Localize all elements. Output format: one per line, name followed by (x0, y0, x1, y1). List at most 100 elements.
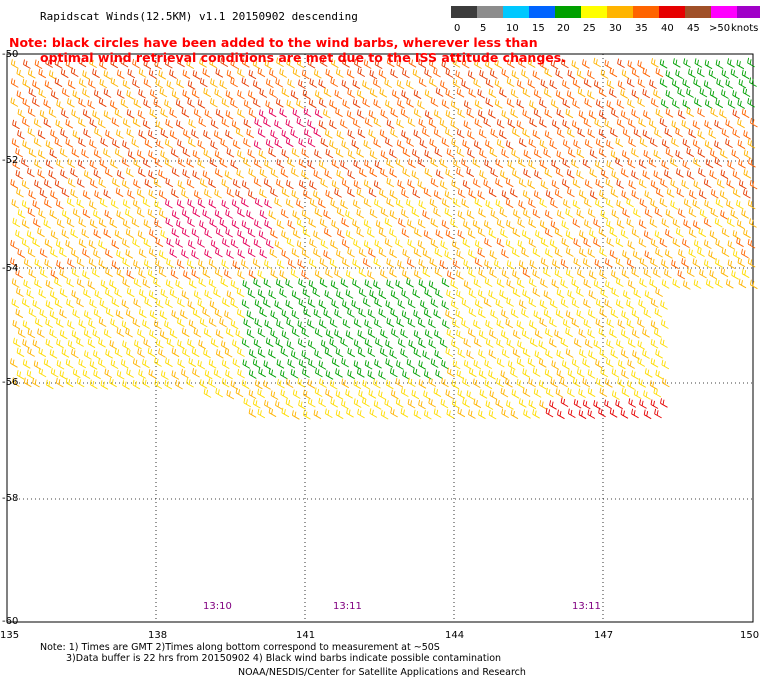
wind-barb (87, 280, 96, 290)
wind-barb (27, 247, 36, 258)
wind-barb (182, 347, 190, 358)
wind-barb (182, 89, 191, 100)
wind-barb (631, 329, 640, 339)
legend-label: 25 (583, 23, 596, 34)
wind-barb (314, 108, 323, 119)
wind-barb (169, 108, 178, 118)
wind-barb (351, 299, 360, 310)
wind-barb (367, 347, 376, 357)
wind-barb (203, 388, 212, 398)
wind-barb (593, 57, 602, 68)
wind-barb (428, 118, 437, 129)
wind-barb (89, 139, 97, 149)
wind-barb (374, 160, 383, 170)
wind-barb (166, 237, 175, 248)
wind-barb (616, 179, 625, 189)
wind-barb (296, 117, 305, 127)
wind-barb (386, 197, 394, 208)
wind-barb (417, 240, 426, 250)
wind-barb (181, 227, 190, 238)
wind-barb (329, 380, 338, 390)
wind-barb (534, 170, 542, 180)
wind-barb (494, 59, 503, 69)
wind-barb (92, 329, 101, 339)
wind-barb (407, 239, 416, 249)
wind-barb (567, 387, 575, 398)
wind-barb (335, 390, 344, 400)
wind-barb (456, 249, 464, 260)
wind-barb (133, 98, 142, 109)
wind-barb (307, 298, 316, 308)
wind-barb (598, 87, 607, 98)
wind-barb (154, 218, 162, 229)
wind-barb (721, 89, 729, 99)
wind-barb (373, 400, 382, 410)
wind-barb (576, 169, 584, 180)
wind-barb (474, 59, 482, 69)
wind-barb (484, 237, 492, 248)
wind-barb (642, 129, 651, 140)
wind-barb (664, 268, 672, 279)
wind-barb (466, 209, 475, 220)
wind-barb (237, 150, 245, 160)
wind-barb (528, 399, 537, 410)
wind-barb (258, 230, 267, 240)
wind-barb (579, 348, 587, 359)
wind-barb (528, 238, 537, 248)
wind-barb (331, 357, 340, 368)
wind-barb (203, 130, 211, 140)
wind-barb (554, 189, 563, 199)
wind-barb (628, 137, 636, 147)
wind-barb (319, 257, 328, 268)
wind-barb (67, 340, 76, 350)
wind-barb (489, 147, 498, 158)
wind-barb (126, 167, 134, 178)
wind-barb (617, 319, 626, 329)
wind-barb (633, 128, 642, 138)
wind-barb (527, 179, 536, 190)
wind-barb (540, 79, 549, 89)
wind-barb (583, 117, 592, 128)
wind-barb (556, 369, 565, 379)
wind-barb (138, 68, 147, 78)
wind-barb (518, 137, 527, 148)
wind-barb (241, 379, 250, 390)
wind-barb (259, 249, 268, 259)
wind-barb (214, 189, 222, 199)
wind-barb (142, 197, 151, 208)
wind-barb (631, 190, 640, 200)
wind-barb (633, 389, 642, 399)
wind-barb (704, 59, 713, 70)
wind-barb (422, 210, 430, 220)
wind-barb (54, 77, 63, 88)
wind-barb (160, 108, 169, 118)
wind-barb (556, 128, 565, 138)
wind-barb (705, 279, 714, 289)
wind-barb (110, 159, 118, 169)
wind-barb (693, 180, 702, 190)
wind-barb (671, 137, 679, 147)
wind-barb (89, 118, 98, 128)
wind-barb (307, 379, 316, 389)
wind-barb (314, 387, 323, 397)
wind-barb (587, 208, 596, 218)
wind-barb (32, 377, 40, 388)
wind-barb (158, 190, 167, 200)
wind-barb (452, 78, 461, 89)
wind-barb (363, 179, 372, 189)
wind-barb (638, 299, 646, 309)
wind-barb (523, 168, 531, 178)
wind-barb (638, 159, 647, 169)
wind-barb (313, 190, 321, 200)
wind-barb (215, 108, 224, 119)
wind-barb (175, 238, 184, 248)
wind-barb (638, 178, 647, 189)
wind-barb (82, 248, 90, 258)
wind-barb (567, 369, 576, 379)
wind-barb (490, 128, 499, 138)
wind-barb (639, 198, 648, 208)
wind-barb (473, 319, 481, 330)
wind-barb (737, 139, 746, 150)
wind-barb (71, 148, 80, 158)
wind-barb (435, 229, 444, 239)
